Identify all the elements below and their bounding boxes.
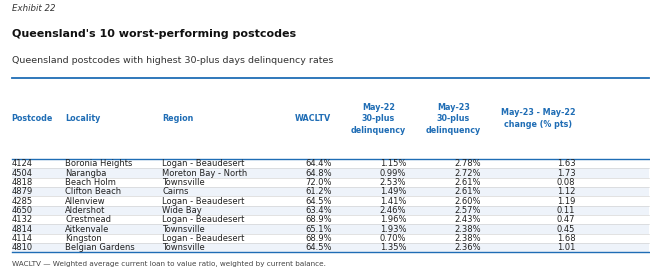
Text: Allenview: Allenview — [65, 197, 105, 206]
Text: 2.53%: 2.53% — [380, 178, 406, 187]
Text: Exhibit 22: Exhibit 22 — [12, 4, 55, 13]
Text: Queensland postcodes with highest 30-plus days delinquency rates: Queensland postcodes with highest 30-plu… — [12, 56, 333, 65]
Text: Region: Region — [162, 114, 194, 123]
Text: 1.49%: 1.49% — [380, 187, 406, 196]
Text: 1.73: 1.73 — [556, 169, 575, 177]
Text: 1.35%: 1.35% — [380, 243, 406, 252]
Bar — [12, 215, 649, 224]
Text: Logan - Beaudesert: Logan - Beaudesert — [162, 215, 245, 224]
Text: 4810: 4810 — [12, 243, 32, 252]
Text: 2.61%: 2.61% — [454, 187, 481, 196]
Text: 1.19: 1.19 — [557, 197, 575, 206]
Text: 65.1%: 65.1% — [305, 225, 332, 234]
Text: Townsville: Townsville — [162, 225, 205, 234]
Bar — [12, 159, 649, 168]
Text: 4879: 4879 — [12, 187, 33, 196]
Bar — [12, 178, 649, 187]
Text: 0.99%: 0.99% — [380, 169, 406, 177]
Text: 64.5%: 64.5% — [305, 197, 332, 206]
Text: Townsville: Townsville — [162, 243, 205, 252]
Text: Locality: Locality — [65, 114, 100, 123]
Text: Boronia Heights: Boronia Heights — [65, 159, 133, 168]
Text: Beach Holm: Beach Holm — [65, 178, 116, 187]
Text: 0.45: 0.45 — [557, 225, 575, 234]
Bar — [12, 196, 649, 206]
Text: 72.0%: 72.0% — [305, 178, 332, 187]
Text: 1.63: 1.63 — [556, 159, 575, 168]
Text: Aldershot: Aldershot — [65, 206, 105, 215]
Text: Logan - Beaudesert: Logan - Beaudesert — [162, 159, 245, 168]
Text: 2.43%: 2.43% — [454, 215, 481, 224]
Bar — [12, 206, 649, 215]
Text: 1.68: 1.68 — [556, 234, 575, 243]
Text: WACLTV — Weighted average current loan to value ratio, weighted by current balan: WACLTV — Weighted average current loan t… — [12, 261, 326, 267]
Text: 2.38%: 2.38% — [454, 225, 481, 234]
Text: Cairns: Cairns — [162, 187, 189, 196]
Text: May-23
30-plus
delinquency: May-23 30-plus delinquency — [426, 103, 481, 134]
Text: 2.72%: 2.72% — [454, 169, 481, 177]
Text: 61.2%: 61.2% — [305, 187, 332, 196]
Text: Belgian Gardens: Belgian Gardens — [65, 243, 135, 252]
Text: 1.12: 1.12 — [557, 187, 575, 196]
Text: 2.38%: 2.38% — [454, 234, 481, 243]
Bar — [12, 187, 649, 196]
Text: WACLTV: WACLTV — [295, 114, 332, 123]
Text: Postcode: Postcode — [12, 114, 53, 123]
Text: 1.01: 1.01 — [557, 243, 575, 252]
Bar — [12, 243, 649, 252]
Bar — [12, 234, 649, 243]
Text: 4818: 4818 — [12, 178, 33, 187]
Text: 4114: 4114 — [12, 234, 32, 243]
Text: 4504: 4504 — [12, 169, 32, 177]
Text: May-23 - May-22
change (% pts): May-23 - May-22 change (% pts) — [500, 108, 575, 129]
Text: Crestmead: Crestmead — [65, 215, 111, 224]
Text: 1.93%: 1.93% — [380, 225, 406, 234]
Text: Kingston: Kingston — [65, 234, 102, 243]
Text: 4124: 4124 — [12, 159, 32, 168]
Text: Logan - Beaudesert: Logan - Beaudesert — [162, 234, 245, 243]
Text: 68.9%: 68.9% — [305, 215, 332, 224]
Text: 1.41%: 1.41% — [380, 197, 406, 206]
Text: Narangba: Narangba — [65, 169, 107, 177]
Text: 2.57%: 2.57% — [454, 206, 481, 215]
Bar — [12, 168, 649, 178]
Text: 64.8%: 64.8% — [305, 169, 332, 177]
Text: 2.36%: 2.36% — [454, 243, 481, 252]
Text: 63.4%: 63.4% — [305, 206, 332, 215]
Text: 4814: 4814 — [12, 225, 32, 234]
Text: Townsville: Townsville — [162, 178, 205, 187]
Text: Moreton Bay - North: Moreton Bay - North — [162, 169, 248, 177]
Text: 2.78%: 2.78% — [454, 159, 481, 168]
Text: Queensland's 10 worst-performing postcodes: Queensland's 10 worst-performing postcod… — [12, 29, 296, 39]
Text: 1.15%: 1.15% — [380, 159, 406, 168]
Text: Logan - Beaudesert: Logan - Beaudesert — [162, 197, 245, 206]
Text: 4650: 4650 — [12, 206, 32, 215]
Text: 0.11: 0.11 — [557, 206, 575, 215]
Bar — [12, 224, 649, 234]
Text: 0.08: 0.08 — [557, 178, 575, 187]
Text: 4132: 4132 — [12, 215, 32, 224]
Text: 2.46%: 2.46% — [380, 206, 406, 215]
Text: 64.5%: 64.5% — [305, 243, 332, 252]
Text: 4285: 4285 — [12, 197, 32, 206]
Text: 64.4%: 64.4% — [305, 159, 332, 168]
Text: 0.70%: 0.70% — [380, 234, 406, 243]
Text: Wide Bay: Wide Bay — [162, 206, 202, 215]
Text: May-22
30-plus
delinquency: May-22 30-plus delinquency — [351, 103, 406, 134]
Text: Clifton Beach: Clifton Beach — [65, 187, 121, 196]
Text: 68.9%: 68.9% — [305, 234, 332, 243]
Text: 2.61%: 2.61% — [454, 178, 481, 187]
Text: 1.96%: 1.96% — [380, 215, 406, 224]
Text: 2.60%: 2.60% — [454, 197, 481, 206]
Text: 0.47: 0.47 — [557, 215, 575, 224]
Text: Aitkenvale: Aitkenvale — [65, 225, 109, 234]
